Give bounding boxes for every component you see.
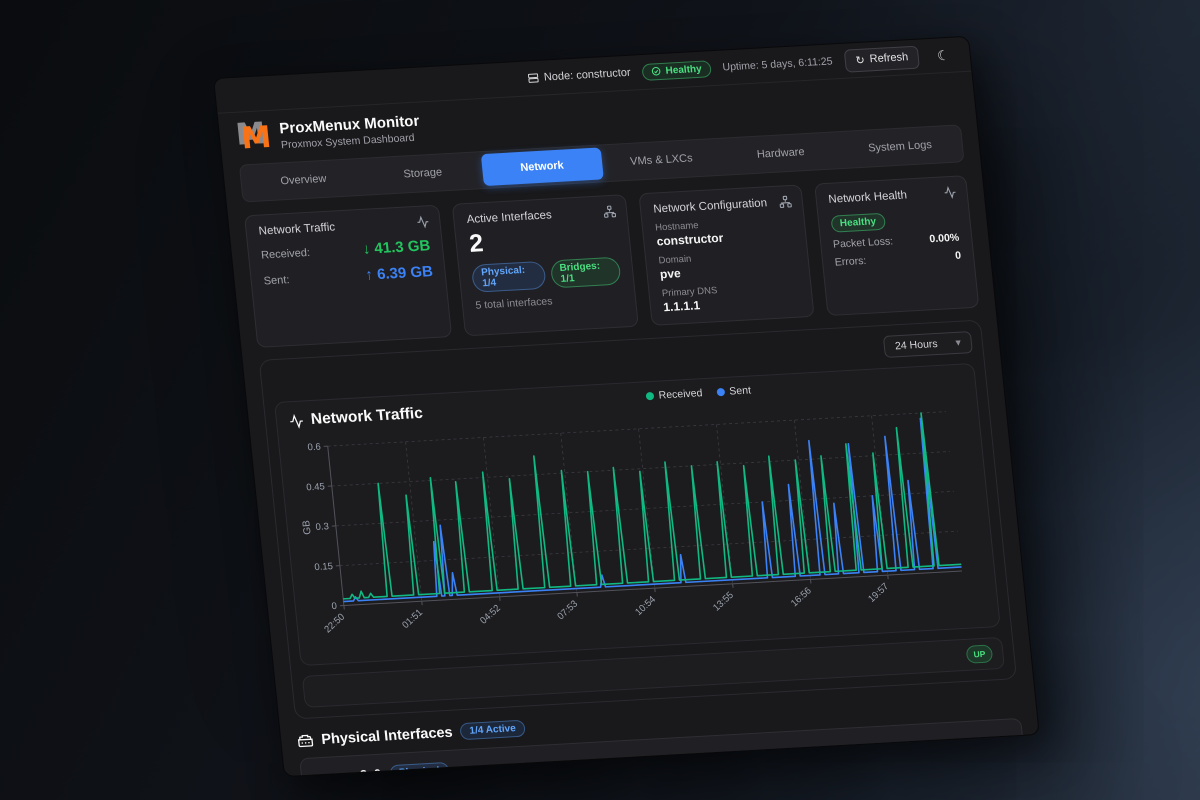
ethernet-port-icon — [297, 734, 314, 747]
activity-icon — [290, 413, 303, 429]
top-status-bar: Node: constructor Healthy Uptime: 5 days… — [214, 36, 972, 114]
svg-text:10:54: 10:54 — [633, 594, 658, 618]
down-arrow-icon: ↓ — [361, 240, 372, 258]
node-info: Node: constructor — [526, 67, 631, 85]
svg-text:07:53: 07:53 — [555, 598, 580, 622]
received-dot-icon — [645, 391, 655, 401]
interface-name: enp3s0 — [337, 766, 382, 778]
svg-text:13:55: 13:55 — [711, 590, 736, 614]
svg-text:22:50: 22:50 — [322, 611, 347, 635]
legend-sent[interactable]: Sent — [715, 384, 752, 398]
check-circle-icon — [652, 66, 661, 76]
refresh-icon: ↻ — [854, 54, 866, 67]
active-interfaces-count: 2 — [467, 229, 485, 258]
tab-hardware[interactable]: Hardware — [756, 146, 806, 161]
dark-mode-toggle[interactable]: ☾ — [930, 44, 957, 66]
server-icon — [527, 73, 539, 83]
card-title: Network Health — [827, 189, 908, 206]
tab-system-logs[interactable]: System Logs — [867, 139, 933, 155]
svg-text:0: 0 — [331, 601, 337, 612]
network-configuration-card: Network Configuration Hostname construct… — [638, 184, 815, 326]
card-title: Active Interfaces — [466, 209, 553, 227]
network-traffic-section: 24 Hours ▾ Network Traffic Received — [258, 319, 1018, 720]
active-count-badge: 1/4 Active — [459, 719, 526, 741]
sent-value: ↑ 6.39 GB — [364, 263, 434, 284]
health-badge: Healthy — [641, 59, 712, 81]
stat-cards-row: Network Traffic Received: ↓ 41.3 GB Sent… — [244, 175, 980, 348]
network-icon — [604, 205, 617, 218]
svg-text:0.45: 0.45 — [306, 481, 326, 493]
tab-overview[interactable]: Overview — [279, 172, 327, 188]
dashboard-window: Node: constructor Healthy Uptime: 5 days… — [213, 35, 1040, 778]
proxmenux-logo: M M — [234, 116, 273, 157]
bridges-count-badge: Bridges: 1/1 — [549, 256, 622, 289]
tab-vms-lxcs[interactable]: VMs & LXCs — [629, 152, 694, 168]
received-row: Received: ↓ 41.3 GB — [260, 237, 432, 262]
sent-dot-icon — [715, 387, 725, 397]
physical-count-badge: Physical: 1/4 — [471, 260, 547, 293]
primary-dns-field: Primary DNS 1.1.1.1 — [661, 285, 718, 315]
sent-row: Sent: ↑ 6.39 GB — [263, 263, 434, 287]
errors-row: Errors: 0 — [834, 249, 962, 269]
packet-loss-row: Packet Loss: 0.00% — [832, 231, 960, 251]
up-arrow-icon: ↑ — [364, 266, 374, 284]
node-label: Node: constructor — [543, 66, 632, 84]
health-status-badge: Healthy — [830, 212, 886, 233]
wifi-icon — [316, 775, 327, 778]
total-interfaces-text: 5 total interfaces — [474, 295, 554, 312]
uptime-text: Uptime: 5 days, 6:11:25 — [721, 55, 834, 74]
network-health-card: Network Health Healthy Packet Loss: 0.00… — [813, 175, 980, 317]
card-title: Network Configuration — [652, 197, 768, 216]
svg-text:GB: GB — [301, 520, 313, 535]
up-status-badge: UP — [965, 644, 994, 664]
active-interfaces-card: Active Interfaces 2 Physical: 1/4 Bridge… — [452, 194, 640, 337]
chart-title: Network Traffic — [288, 375, 964, 431]
tab-network[interactable]: Network — [480, 147, 604, 187]
network-icon — [779, 195, 792, 208]
svg-text:19:57: 19:57 — [866, 581, 891, 605]
interface-type-badge: Physical — [389, 761, 450, 778]
network-traffic-card: Network Traffic Received: ↓ 41.3 GB Sent… — [244, 204, 453, 348]
domain-field: Domain pve — [658, 253, 692, 282]
tab-storage[interactable]: Storage — [402, 166, 443, 181]
traffic-chart: 0 0.15 0.3 0.45 0.6 22:50 01:51 04:52 07:53 10:54… — [301, 411, 962, 635]
section-title: Physical Interfaces — [320, 724, 454, 748]
card-title: Network Traffic — [258, 221, 336, 238]
chevron-down-icon: ▾ — [954, 336, 962, 349]
activity-icon — [944, 186, 956, 200]
svg-text:0.6: 0.6 — [307, 442, 321, 454]
received-value: ↓ 41.3 GB — [361, 237, 432, 258]
time-range-select[interactable]: 24 Hours ▾ — [882, 331, 973, 358]
svg-text:16:56: 16:56 — [789, 585, 814, 609]
refresh-button[interactable]: ↻ Refresh — [843, 45, 921, 73]
svg-text:0.15: 0.15 — [314, 561, 334, 573]
activity-icon — [417, 215, 429, 229]
svg-text:0.3: 0.3 — [315, 521, 329, 533]
moon-icon: ☾ — [936, 46, 951, 64]
svg-text:04:52: 04:52 — [478, 603, 503, 627]
svg-text:01:51: 01:51 — [400, 607, 425, 631]
hostname-field: Hostname constructor — [654, 220, 724, 249]
network-traffic-chart-card: Network Traffic Received Sent 0 0.15 0.3 0.… — [274, 362, 1001, 667]
